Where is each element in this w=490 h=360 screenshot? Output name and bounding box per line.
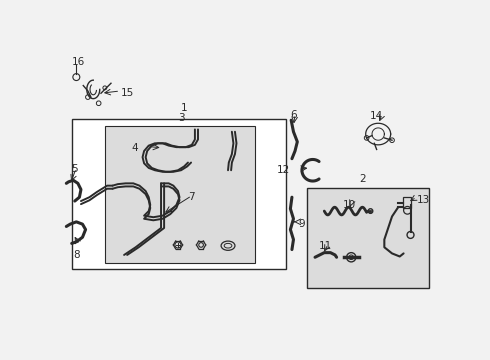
- Text: 13: 13: [416, 195, 430, 205]
- Text: 9: 9: [298, 219, 305, 229]
- Text: 11: 11: [319, 241, 332, 251]
- Text: 1: 1: [181, 103, 188, 113]
- Text: 4: 4: [131, 143, 138, 153]
- Text: 6: 6: [290, 110, 297, 120]
- Bar: [307, 188, 429, 288]
- Text: 7: 7: [189, 192, 195, 202]
- Text: 14: 14: [370, 111, 383, 121]
- Bar: [403, 197, 411, 208]
- Text: 2: 2: [360, 174, 366, 184]
- Text: 3: 3: [178, 113, 185, 122]
- Text: 12: 12: [276, 165, 290, 175]
- Bar: [72, 119, 286, 269]
- Text: 8: 8: [73, 249, 80, 260]
- Text: 16: 16: [72, 57, 85, 67]
- Text: 10: 10: [343, 199, 355, 210]
- Bar: [105, 126, 255, 264]
- Text: 5: 5: [72, 164, 78, 174]
- Text: 15: 15: [121, 88, 134, 98]
